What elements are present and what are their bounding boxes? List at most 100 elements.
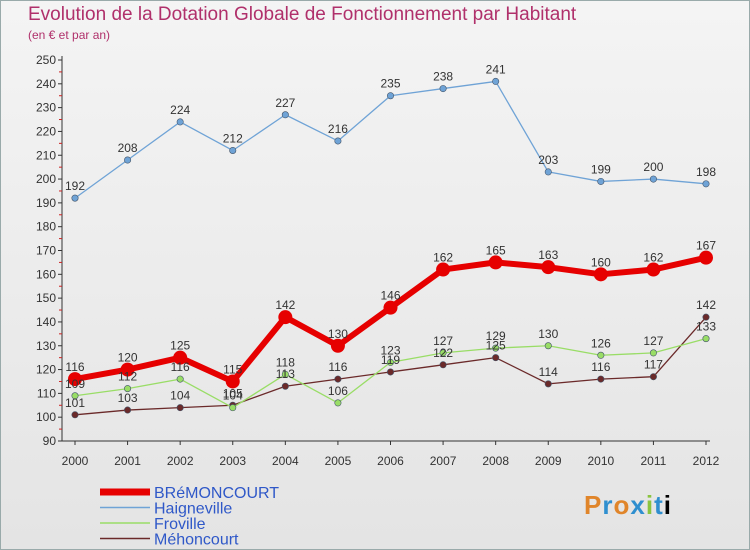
data-point: [173, 350, 188, 365]
x-tick-label: 2005: [325, 454, 352, 468]
legend-label: Froville: [154, 516, 206, 533]
data-label: 109: [65, 377, 85, 391]
data-point: [176, 375, 184, 383]
proxiti-logo: Proxiti: [584, 490, 672, 521]
data-point: [120, 362, 135, 377]
data-point: [229, 404, 237, 412]
data-point: [229, 146, 237, 154]
x-tick-label: 2011: [641, 454, 667, 468]
data-label: 125: [486, 339, 506, 353]
logo-letter: o: [613, 490, 631, 520]
data-point: [334, 399, 342, 407]
data-label: 162: [433, 251, 453, 265]
data-label: 113: [276, 367, 295, 381]
legend-label: Méhoncourt: [154, 532, 239, 549]
data-label: 126: [591, 336, 611, 350]
data-point: [597, 177, 605, 185]
y-tick-label: 240: [36, 77, 56, 91]
legend-label: Haigneville: [154, 501, 232, 518]
data-point: [492, 77, 500, 85]
data-label: 241: [486, 62, 506, 76]
x-tick-label: 2012: [693, 454, 720, 468]
y-tick-label: 160: [36, 267, 56, 281]
data-label: 120: [118, 351, 138, 365]
data-point: [699, 250, 713, 265]
data-point: [646, 262, 661, 277]
data-label: 235: [380, 77, 400, 91]
data-label: 104: [170, 389, 190, 403]
data-label: 199: [591, 162, 611, 176]
x-tick-label: 2003: [219, 454, 246, 468]
data-point: [124, 406, 132, 414]
data-point: [281, 111, 289, 119]
y-tick-label: 220: [36, 124, 56, 138]
x-tick-label: 2000: [62, 454, 89, 468]
data-point: [544, 342, 552, 350]
data-label: 116: [65, 360, 84, 374]
data-label: 198: [696, 165, 716, 179]
data-point: [124, 385, 132, 393]
x-tick-label: 2008: [482, 454, 509, 468]
x-tick-label: 2010: [587, 454, 614, 468]
data-point: [68, 372, 82, 387]
data-point: [436, 262, 451, 277]
y-tick-label: 210: [36, 148, 56, 162]
data-point: [71, 411, 79, 419]
data-point: [439, 349, 447, 357]
data-label: 163: [538, 248, 558, 262]
chart-subtitle: (en € et par an): [28, 28, 111, 42]
data-label: 203: [538, 153, 558, 167]
y-tick-label: 190: [36, 196, 56, 210]
data-label: 142: [696, 298, 716, 312]
data-label: 129: [486, 329, 506, 343]
data-label: 127: [643, 334, 663, 348]
y-tick-label: 110: [37, 386, 56, 400]
data-point: [439, 85, 447, 93]
data-label: 192: [65, 179, 85, 193]
data-label: 146: [380, 289, 400, 303]
data-label: 116: [328, 360, 347, 374]
y-tick-label: 120: [36, 363, 56, 377]
logo-letter: P: [584, 490, 603, 520]
data-point: [176, 404, 184, 412]
data-point: [597, 375, 605, 383]
x-tick-label: 2004: [272, 454, 299, 468]
data-point: [492, 344, 500, 352]
logo-letter: i: [645, 490, 655, 520]
data-point: [488, 255, 503, 270]
y-tick-label: 230: [36, 101, 56, 115]
data-label: 112: [118, 370, 137, 384]
data-point: [124, 156, 132, 164]
data-label: 165: [486, 243, 506, 257]
data-point: [544, 380, 552, 388]
data-label: 227: [275, 96, 295, 110]
logo-letter: x: [630, 490, 646, 520]
y-tick-label: 180: [36, 220, 56, 234]
data-point: [702, 335, 710, 343]
data-point: [386, 368, 394, 376]
logo-letter: i: [663, 490, 672, 520]
y-tick-label: 200: [36, 172, 56, 186]
data-label: 116: [591, 360, 610, 374]
x-tick-label: 2009: [535, 454, 562, 468]
y-tick-label: 250: [36, 53, 56, 67]
data-label: 208: [118, 141, 138, 155]
data-point: [278, 310, 293, 325]
data-point: [386, 358, 394, 366]
data-point: [544, 168, 552, 176]
data-label: 122: [433, 346, 453, 360]
data-label: 106: [328, 384, 348, 398]
data-label: 167: [696, 239, 716, 253]
data-point: [541, 260, 556, 275]
y-tick-label: 100: [36, 410, 56, 424]
data-label: 238: [433, 70, 453, 84]
x-tick-label: 2007: [430, 454, 457, 468]
data-point: [281, 370, 289, 378]
y-tick-label: 130: [36, 339, 56, 353]
data-point: [593, 267, 608, 282]
data-point: [334, 137, 342, 145]
data-point: [330, 338, 345, 353]
data-label: 119: [381, 353, 400, 367]
x-tick-label: 2006: [377, 454, 404, 468]
